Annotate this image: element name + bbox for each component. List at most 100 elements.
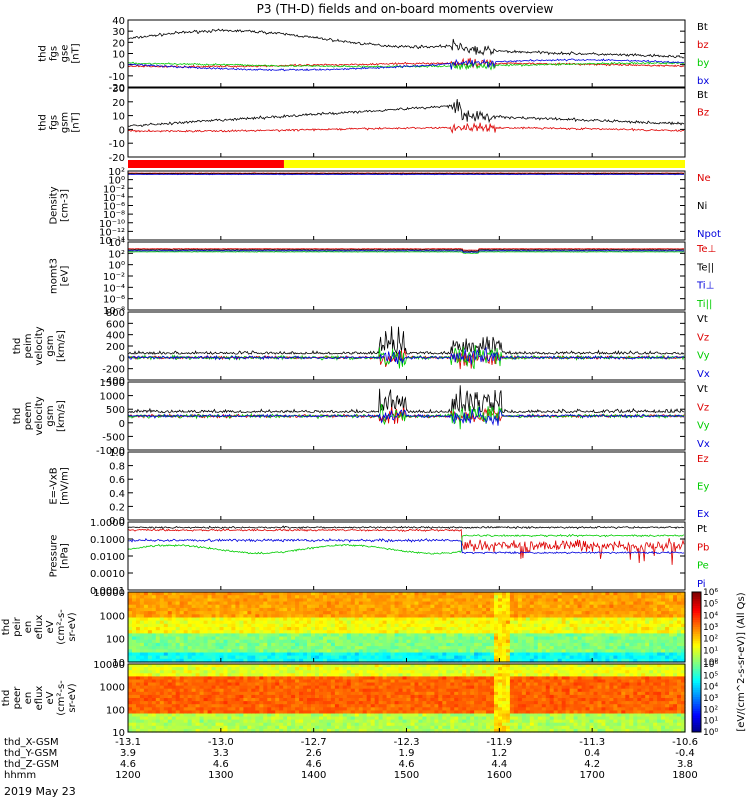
- spectrogram-cell: [498, 623, 503, 628]
- spectrogram-cell: [128, 664, 133, 668]
- spectrogram-cell: [537, 652, 543, 657]
- spectrogram-cell: [629, 601, 634, 606]
- spectrogram-cell: [199, 707, 205, 711]
- spectrogram-cell: [454, 620, 459, 625]
- spectrogram-cell: [621, 658, 626, 663]
- spectrogram-cell: [673, 617, 678, 622]
- spectrogram-cell: [311, 707, 316, 711]
- spectrogram-cell: [378, 652, 384, 657]
- spectrogram-cell: [458, 636, 463, 641]
- spectrogram-cell: [267, 688, 272, 693]
- spectrogram-cell: [267, 691, 272, 696]
- spectrogram-cell: [283, 611, 288, 615]
- series-line-Ti||: [127, 251, 684, 254]
- spectrogram-cell: [271, 691, 276, 696]
- spectrogram-cell: [573, 630, 579, 634]
- spectrogram-cell: [366, 722, 372, 727]
- spectrogram-cell: [247, 636, 252, 641]
- series-line-Npot: [127, 173, 685, 176]
- spectrogram-cell: [187, 691, 193, 696]
- spectrogram-cell: [223, 722, 229, 727]
- spectrogram-cell: [402, 592, 408, 596]
- spectrogram-cell: [136, 722, 141, 727]
- spectrogram-cell: [466, 627, 471, 631]
- spectrogram-cell: [299, 722, 304, 727]
- spectrogram-cell: [502, 652, 507, 657]
- spectrogram-cell: [513, 642, 519, 647]
- spectrogram-cell: [414, 646, 420, 650]
- y-axis-label-line: eflux: [34, 615, 45, 640]
- spectrogram-cell: [657, 601, 662, 606]
- spectrogram-cell: [211, 646, 217, 650]
- spectrogram-cell: [259, 652, 264, 657]
- spectrogram-cell: [163, 630, 169, 634]
- spectrogram-cell: [398, 722, 404, 727]
- spectrogram-cell: [275, 623, 280, 628]
- spectrogram-cell: [669, 652, 674, 657]
- spectrogram-cell: [569, 627, 575, 631]
- spectrogram-cell: [645, 652, 650, 657]
- spectrogram-cell: [541, 630, 547, 634]
- spectrogram-cell: [569, 636, 575, 641]
- spectrogram-cell: [195, 725, 201, 730]
- spectrogram-cell: [529, 655, 535, 660]
- spectrogram-cell: [509, 595, 515, 599]
- spectrogram-cell: [414, 598, 420, 603]
- spectrogram-cell: [330, 658, 336, 663]
- spectrogram-cell: [478, 630, 483, 634]
- spectrogram-cell: [669, 627, 674, 631]
- spectrogram-cell: [243, 691, 248, 696]
- spectrogram-cell: [319, 592, 324, 596]
- spectrogram-cell: [295, 725, 300, 730]
- panel-frame: [127, 451, 686, 521]
- spectrogram-cell: [195, 728, 201, 733]
- spectrogram-cell: [283, 710, 288, 715]
- spectrogram-cell: [458, 655, 463, 660]
- spectrogram-cell: [191, 679, 197, 684]
- spectrogram-cell: [231, 691, 236, 696]
- legend-Ey: Ey: [697, 482, 709, 493]
- spectrogram-cell: [163, 658, 169, 663]
- spectrogram-cell: [374, 704, 380, 708]
- spectrogram-cell: [195, 642, 201, 647]
- spectrogram-cell: [175, 623, 181, 628]
- spectrogram-cell: [617, 598, 622, 603]
- spectrogram-cell: [382, 707, 388, 711]
- spectrogram-cell: [406, 630, 412, 634]
- spectrogram-cell: [422, 633, 427, 638]
- y-axis-label-line: [mV/m]: [60, 467, 71, 505]
- spectrogram-cell: [263, 664, 268, 668]
- spectrogram-cell: [541, 592, 547, 596]
- spectrogram-cell: [227, 623, 233, 628]
- spectrogram-cell: [315, 611, 320, 615]
- panel-peim_velocity: thdpeimvelocitygsm[km/s]8006004002000-20…: [12, 308, 710, 387]
- spectrogram-cell: [482, 623, 487, 628]
- spectrogram-cell: [629, 598, 634, 603]
- y-tick-label: 10⁻¹²: [99, 227, 125, 238]
- spectrogram-cell: [136, 701, 141, 705]
- spectrogram-cell: [450, 630, 455, 634]
- spectrogram-cell: [151, 670, 157, 674]
- spectrogram-cell: [434, 639, 439, 644]
- spectrogram-cell: [199, 719, 205, 724]
- spectrogram-cell: [299, 725, 304, 730]
- spectrogram-cell: [382, 639, 388, 644]
- spectrogram-cell: [370, 633, 376, 638]
- spectrogram-cell: [350, 713, 356, 718]
- spectrogram-cell: [605, 614, 610, 619]
- spectrogram-cell: [474, 655, 479, 660]
- spectrogram-cell: [657, 623, 662, 628]
- spectrogram-cell: [637, 614, 642, 619]
- spectrogram-cell: [291, 639, 296, 644]
- spectrogram-cell: [207, 652, 213, 657]
- spectrogram-cell: [346, 725, 352, 730]
- spectrogram-cell: [215, 664, 221, 668]
- spectrogram-cell: [517, 614, 523, 619]
- spectrogram-cell: [621, 592, 626, 596]
- spectrogram-cell: [633, 646, 638, 650]
- spectrogram-cell: [291, 688, 296, 693]
- spectrogram-cell: [677, 595, 682, 599]
- spectrogram-cell: [287, 691, 292, 696]
- spectrogram-cell: [299, 623, 304, 628]
- spectrogram-cell: [159, 719, 165, 724]
